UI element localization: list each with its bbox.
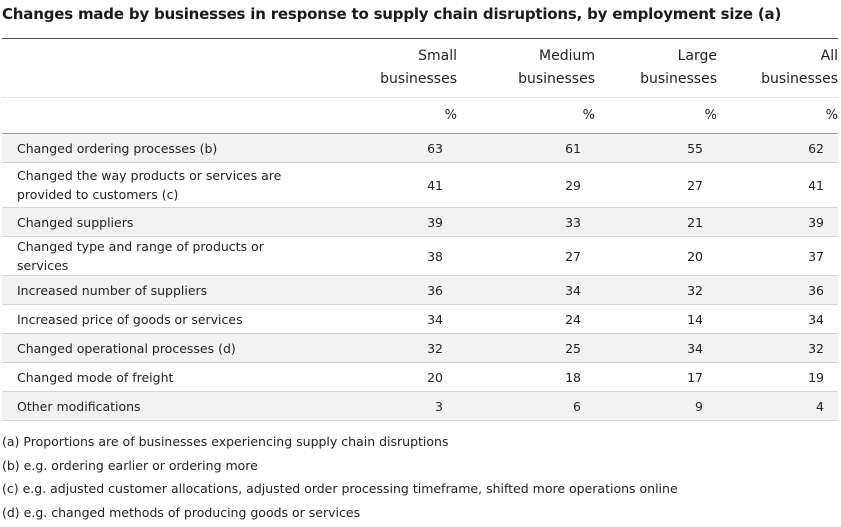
value-cell: 62: [717, 134, 838, 163]
value-cell: 14: [595, 305, 717, 334]
value-cell: 17: [595, 363, 717, 392]
value-cell: 41: [337, 163, 457, 208]
value-cell: 29: [457, 163, 595, 208]
value-cell: 20: [337, 363, 457, 392]
value-cell: 24: [457, 305, 595, 334]
column-header-all: All businesses: [717, 39, 838, 98]
row-label: Increased number of suppliers: [2, 276, 337, 305]
unit-row: % % % %: [2, 98, 838, 134]
footnote: (b) e.g. ordering earlier or ordering mo…: [2, 457, 678, 481]
table-title: Changes made by businesses in response t…: [2, 5, 781, 23]
column-header-small: Small businesses: [337, 39, 457, 98]
table-row: Changed suppliers 39 33 21 39: [2, 208, 838, 237]
value-cell: 34: [337, 305, 457, 334]
value-cell: 33: [457, 208, 595, 237]
row-label: Increased price of goods or services: [2, 305, 337, 334]
value-cell: 34: [595, 334, 717, 363]
value-cell: 18: [457, 363, 595, 392]
table-row: Changed type and range of products or se…: [2, 237, 838, 276]
value-cell: 32: [337, 334, 457, 363]
row-label: Changed ordering processes (b): [2, 134, 337, 163]
unit-blank: [2, 98, 337, 134]
value-cell: 32: [595, 276, 717, 305]
value-cell: 19: [717, 363, 838, 392]
footnote: (d) e.g. changed methods of producing go…: [2, 504, 678, 527]
unit-cell: %: [717, 98, 838, 134]
column-header-line2: businesses: [518, 71, 595, 87]
value-cell: 4: [717, 392, 838, 421]
table-row: Other modifications 3 6 9 4: [2, 392, 838, 421]
value-cell: 36: [717, 276, 838, 305]
value-cell: 27: [457, 237, 595, 276]
column-header-line1: Medium: [539, 48, 595, 64]
row-label: Changed type and range of products or se…: [2, 237, 337, 276]
column-header-row: Small businesses Medium businesses Large bu…: [2, 39, 838, 98]
value-cell: 34: [717, 305, 838, 334]
value-cell: 25: [457, 334, 595, 363]
table-row: Increased number of suppliers 36 34 32 3…: [2, 276, 838, 305]
table-row: Changed operational processes (d) 32 25 …: [2, 334, 838, 363]
column-header-large: Large businesses: [595, 39, 717, 98]
value-cell: 39: [337, 208, 457, 237]
row-label: Changed suppliers: [2, 208, 337, 237]
column-header-line1: Large: [678, 48, 717, 64]
value-cell: 38: [337, 237, 457, 276]
value-cell: 34: [457, 276, 595, 305]
value-cell: 21: [595, 208, 717, 237]
column-header-line1: Small: [418, 48, 457, 64]
value-cell: 6: [457, 392, 595, 421]
footnotes: (a) Proportions are of businesses experi…: [2, 433, 678, 527]
row-label: Changed mode of freight: [2, 363, 337, 392]
unit-cell: %: [595, 98, 717, 134]
row-label-header: [2, 39, 337, 98]
footnote: (c) e.g. adjusted customer allocations, …: [2, 480, 678, 504]
column-header-medium: Medium businesses: [457, 39, 595, 98]
value-cell: 63: [337, 134, 457, 163]
column-header-line2: businesses: [640, 71, 717, 87]
value-cell: 61: [457, 134, 595, 163]
column-header-line2: businesses: [380, 71, 457, 87]
row-label: Changed the way products or services are…: [2, 163, 337, 208]
table-row: Changed mode of freight 20 18 17 19: [2, 363, 838, 392]
value-cell: 36: [337, 276, 457, 305]
value-cell: 55: [595, 134, 717, 163]
table-row: Changed the way products or services are…: [2, 163, 838, 208]
row-label: Changed operational processes (d): [2, 334, 337, 363]
table-row: Increased price of goods or services 34 …: [2, 305, 838, 334]
column-header-line1: All: [821, 48, 838, 64]
value-cell: 27: [595, 163, 717, 208]
value-cell: 9: [595, 392, 717, 421]
row-label: Other modifications: [2, 392, 337, 421]
column-header-line2: businesses: [761, 71, 838, 87]
footnote: (a) Proportions are of businesses experi…: [2, 433, 678, 457]
value-cell: 32: [717, 334, 838, 363]
unit-cell: %: [337, 98, 457, 134]
value-cell: 3: [337, 392, 457, 421]
value-cell: 37: [717, 237, 838, 276]
value-cell: 20: [595, 237, 717, 276]
data-table: Small businesses Medium businesses Large bu…: [2, 39, 838, 421]
unit-cell: %: [457, 98, 595, 134]
value-cell: 41: [717, 163, 838, 208]
table-row: Changed ordering processes (b) 63 61 55 …: [2, 134, 838, 163]
value-cell: 39: [717, 208, 838, 237]
